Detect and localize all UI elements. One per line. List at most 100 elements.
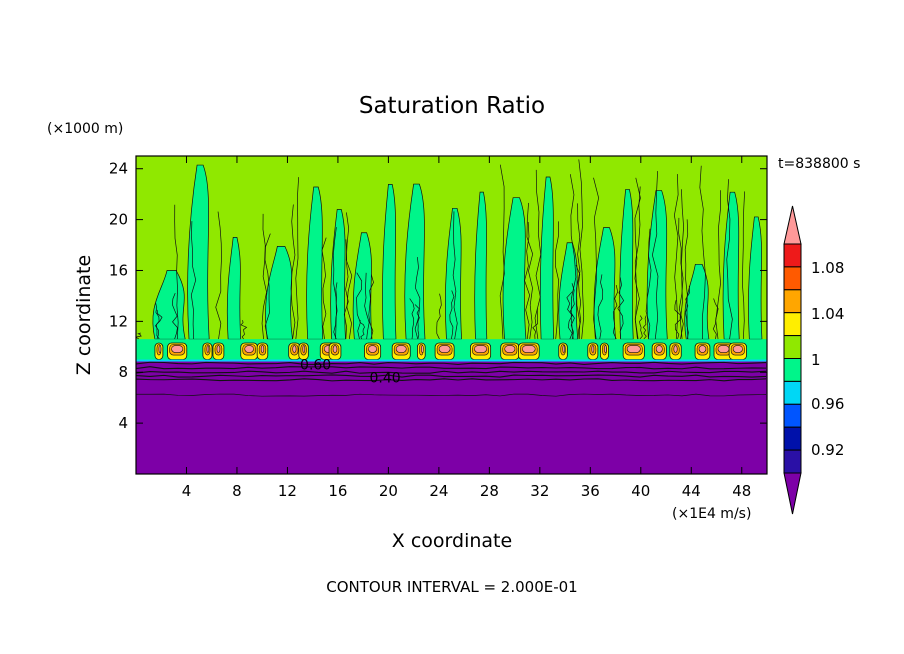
cloud-cell-core: [698, 345, 707, 353]
cloud-cell-core: [171, 345, 184, 353]
colorbar-swatch: [783, 312, 802, 337]
contour-strand: [136, 332, 142, 340]
colorbar-swatch: [783, 358, 802, 382]
contour-strand: [171, 292, 178, 340]
contour-strand: [436, 293, 442, 340]
cloud-cell-core: [732, 345, 743, 353]
cloud-cell-core: [474, 345, 487, 353]
x-tick-label: 20: [379, 482, 398, 500]
contour-strand: [566, 291, 573, 340]
contour-strand: [569, 174, 577, 340]
x-axis-label: X coordinate: [392, 530, 512, 552]
contour-line: [136, 374, 767, 378]
contour-strand: [452, 211, 458, 340]
cloud-cell-core: [206, 345, 210, 353]
contour-strand: [534, 169, 542, 340]
contour-strand: [576, 203, 581, 340]
cloud-cell-core: [673, 345, 678, 353]
moist-column: [187, 164, 210, 340]
contour-strand: [499, 164, 505, 340]
cloud-cell-core: [655, 345, 663, 353]
contour-strand: [414, 304, 420, 340]
moist-column: [646, 190, 668, 340]
contour-strand: [414, 257, 421, 340]
x-unit-label: (×1E4 m/s): [672, 506, 751, 522]
moist-column: [306, 186, 324, 340]
colorbar-top-arrow: [783, 205, 802, 245]
moist-column: [265, 246, 293, 340]
contour-strand: [359, 319, 365, 340]
contour-strand: [295, 177, 299, 340]
contour-interval-note: CONTOUR INTERVAL = 2.000E-01: [326, 578, 577, 596]
cloud-cell-core: [395, 345, 407, 353]
x-tick-label: 12: [278, 482, 297, 500]
x-tick-label: 40: [631, 482, 650, 500]
contour-label: 0.40: [369, 370, 400, 386]
colorbar-swatch: [783, 403, 802, 428]
contour-strand: [526, 202, 534, 340]
contour-strand: [593, 177, 599, 340]
cloud-cell-core: [591, 345, 595, 353]
colorbar-swatch: [783, 243, 802, 268]
contour-strand: [578, 159, 585, 340]
moist-column: [539, 176, 555, 340]
contour-strand: [215, 211, 222, 340]
contour-strand: [684, 219, 689, 340]
cloud-cell-core: [604, 345, 607, 353]
contour-strand: [409, 298, 415, 340]
contour-strand: [742, 191, 745, 340]
x-axis-ticks: 4 8 12 16 20 24 28 32 36 40 44 48: [182, 156, 751, 500]
colorbar-bottom-arrow: [783, 472, 802, 515]
y-tick-label: 4: [118, 414, 128, 432]
moist-column: [226, 237, 242, 340]
contour-strand: [674, 174, 679, 340]
contour-strand: [726, 179, 733, 340]
contour-strand: [712, 298, 719, 340]
contour-strand: [364, 272, 370, 340]
y-unit-label: (×1000 m): [47, 121, 123, 137]
colorbar-level-label: 1.04: [811, 305, 844, 323]
colorbar-level-label: 1: [811, 351, 821, 369]
cloud-cell-core: [302, 345, 306, 353]
contour-strand: [190, 221, 197, 340]
x-tick-label: 8: [232, 482, 242, 500]
chart-title: Saturation Ratio: [359, 93, 545, 119]
contour-strand: [715, 190, 721, 340]
y-tick-label: 16: [109, 261, 128, 279]
cloud-cell-core: [522, 345, 536, 353]
contour-line: [136, 378, 767, 382]
contour-strand: [652, 171, 659, 340]
contour-strand: [639, 315, 643, 340]
moist-column: [684, 263, 710, 340]
cloud-cell-core: [368, 345, 377, 353]
contour-strand: [699, 165, 706, 340]
contour-strand: [569, 283, 575, 340]
contour-label: 0.60: [300, 358, 331, 374]
contour-strand: [449, 290, 455, 340]
colorbar-level-label: 1.08: [811, 259, 844, 277]
colorbar-level-label: 0.92: [811, 441, 844, 459]
contour-line: [136, 393, 767, 397]
contour-strand: [321, 237, 327, 340]
cloud-cell-core: [421, 345, 424, 353]
transition-band: [136, 359, 767, 362]
y-tick-label: 12: [109, 312, 128, 330]
contour-strand: [678, 217, 684, 340]
x-tick-label: 24: [429, 482, 448, 500]
cloud-cell-core: [504, 345, 516, 353]
cloud-cell-core: [332, 345, 338, 353]
contour-strand: [612, 284, 619, 340]
cloud-cell-core: [438, 345, 451, 353]
moist-column: [748, 216, 763, 340]
colorbar-swatch: [783, 449, 802, 474]
cloud-cell-core: [562, 345, 566, 353]
contour-strand: [554, 221, 559, 340]
contour-line: [136, 361, 767, 365]
lower-layer-fill: [136, 360, 767, 474]
contour-plot-area: 0.60 0.40: [135, 155, 768, 475]
cloud-cell-core: [216, 345, 221, 353]
contour-line: [136, 366, 767, 370]
colorbar-swatch: [783, 380, 802, 405]
time-label: t=838800 s: [778, 156, 860, 172]
